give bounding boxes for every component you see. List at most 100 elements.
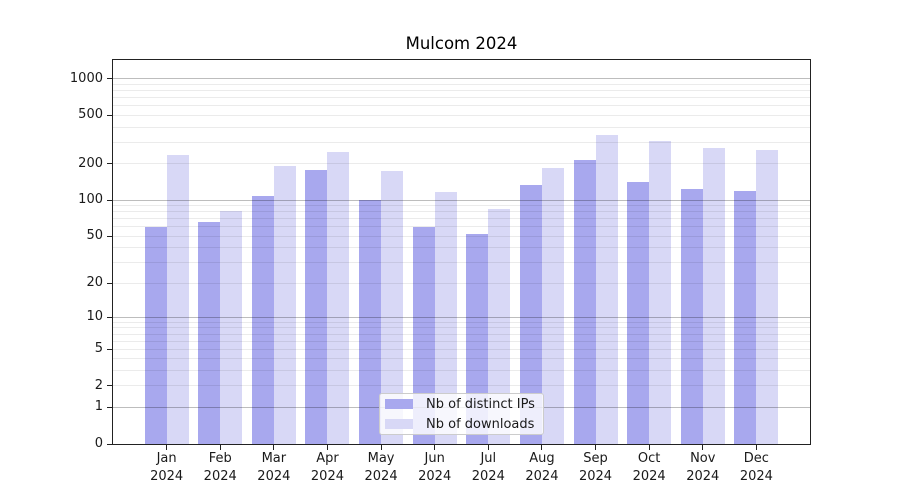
y-tick-500 <box>107 114 113 116</box>
legend-label: Nb of downloads <box>426 416 535 432</box>
x-tick-label-jan: Jan 2024 <box>150 451 184 484</box>
x-tick-label-dec: Dec 2024 <box>739 451 773 484</box>
x-tick-mar <box>273 445 275 450</box>
gridline-minor-4 <box>113 358 810 360</box>
legend-swatch-icon <box>385 419 413 429</box>
gridline-minor-20 <box>113 282 810 284</box>
y-tick-label-2: 2 <box>94 377 103 393</box>
bar-downloads-jun <box>434 191 457 444</box>
y-tick-label-100: 100 <box>78 192 103 208</box>
gridline-minor-8 <box>113 327 810 329</box>
legend-label: Nb of distinct IPs <box>426 396 535 412</box>
y-tick-label-0: 0 <box>94 436 103 451</box>
gridline-minor-60 <box>113 226 810 228</box>
x-tick-sep <box>595 445 597 450</box>
bar-distinct-ips-jun <box>412 226 435 444</box>
bar-downloads-mar <box>273 165 296 444</box>
y-tick-label-1000: 1000 <box>69 70 103 86</box>
bar-downloads-may <box>381 170 404 444</box>
chart-title: Mulcom 2024 <box>405 34 518 53</box>
gridline-minor-9 <box>113 321 810 323</box>
x-tick-apr <box>326 445 328 450</box>
bar-distinct-ips-aug <box>519 184 542 444</box>
bar-downloads-apr <box>327 151 350 444</box>
plot-area <box>112 59 811 445</box>
legend-row-downloads: Nb of downloads <box>380 414 543 434</box>
gridline-minor-500 <box>113 114 810 116</box>
bar-downloads-aug <box>541 167 564 444</box>
legend: Nb of distinct IPs Nb of downloads <box>379 393 544 435</box>
bar-downloads-nov <box>702 148 725 444</box>
y-tick-label-500: 500 <box>78 107 103 123</box>
y-tick-label-10: 10 <box>86 309 103 325</box>
gridline-minor-50 <box>113 235 810 237</box>
x-tick-jul <box>487 445 489 450</box>
bar-distinct-ips-nov <box>680 188 703 444</box>
gridline-major-100 <box>113 199 810 201</box>
gridline-minor-90 <box>113 205 810 207</box>
y-tick-label-5: 5 <box>94 341 103 357</box>
x-tick-label-mar: Mar 2024 <box>257 451 291 484</box>
y-tick-200 <box>107 163 113 165</box>
x-tick-dec <box>755 445 757 450</box>
gridline-major-1000 <box>113 78 810 80</box>
gridline-minor-900 <box>113 83 810 85</box>
gridline-minor-7 <box>113 333 810 335</box>
gridline-minor-200 <box>113 163 810 165</box>
gridline-minor-2 <box>113 385 810 387</box>
y-tick-50 <box>107 235 113 237</box>
gridline-minor-3 <box>113 370 810 372</box>
y-tick-label-200: 200 <box>78 155 103 171</box>
x-tick-label-feb: Feb 2024 <box>203 451 237 484</box>
x-tick-label-sep: Sep 2024 <box>578 451 613 484</box>
gridline-major-10 <box>113 316 810 318</box>
x-tick-feb <box>219 445 221 450</box>
bar-distinct-ips-jan <box>144 226 167 444</box>
x-tick-aug <box>541 445 543 450</box>
x-tick-jun <box>434 445 436 450</box>
bar-distinct-ips-jul <box>466 234 489 444</box>
x-tick-may <box>380 445 382 450</box>
gridline-minor-600 <box>113 105 810 107</box>
x-tick-label-jul: Jul 2024 <box>471 451 505 484</box>
x-tick-label-apr: Apr 2024 <box>310 451 344 484</box>
gridline-minor-6 <box>113 340 810 342</box>
y-tick-5 <box>107 348 113 350</box>
bar-distinct-ips-oct <box>627 182 650 444</box>
bar-downloads-dec <box>756 149 779 444</box>
x-tick-label-oct: Oct 2024 <box>632 451 666 484</box>
gridline-minor-70 <box>113 218 810 220</box>
bar-distinct-ips-feb <box>198 221 221 444</box>
bar-distinct-ips-dec <box>734 190 757 444</box>
legend-swatch-icon <box>385 399 413 409</box>
y-tick-20 <box>107 282 113 284</box>
gridline-minor-40 <box>113 247 810 249</box>
y-tick-label-1: 1 <box>94 399 103 415</box>
bar-downloads-sep <box>595 134 618 444</box>
x-tick-label-nov: Nov 2024 <box>686 451 720 484</box>
x-tick-label-may: May 2024 <box>364 451 398 484</box>
gridline-minor-5 <box>113 348 810 350</box>
y-tick-100 <box>107 199 113 201</box>
bar-distinct-ips-apr <box>305 169 328 444</box>
bar-distinct-ips-mar <box>251 196 274 444</box>
bar-distinct-ips-sep <box>573 159 596 444</box>
gridline-minor-700 <box>113 97 810 99</box>
x-tick-jan <box>166 445 168 450</box>
y-tick-1000 <box>107 78 113 80</box>
gridline-minor-80 <box>113 211 810 213</box>
y-tick-label-20: 20 <box>86 275 103 291</box>
gridline-minor-300 <box>113 141 810 143</box>
bar-downloads-jul <box>488 208 511 444</box>
bar-downloads-feb <box>220 211 243 444</box>
bar-downloads-oct <box>649 141 672 444</box>
y-tick-label-50: 50 <box>86 228 103 244</box>
gridline-minor-30 <box>113 262 810 264</box>
legend-row-distinct-ips: Nb of distinct IPs <box>380 394 543 414</box>
x-tick-oct <box>648 445 650 450</box>
y-tick-2 <box>107 385 113 387</box>
gridline-minor-400 <box>113 126 810 128</box>
x-tick-label-jun: Jun 2024 <box>418 451 452 484</box>
y-tick-0 <box>107 443 113 445</box>
